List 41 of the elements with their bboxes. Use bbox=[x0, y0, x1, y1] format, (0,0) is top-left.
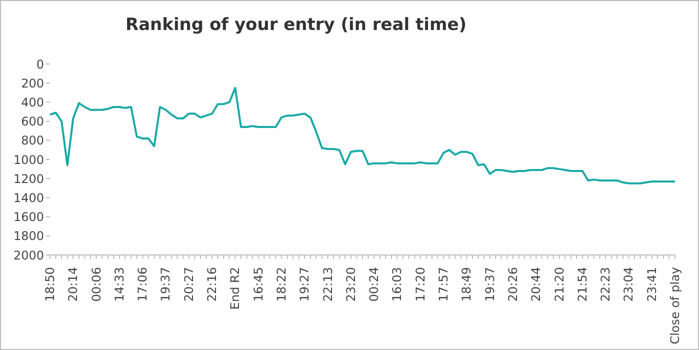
line-series bbox=[49, 86, 676, 184]
x-tick-label: 23:20 bbox=[344, 267, 358, 302]
x-tick-label: 21:54 bbox=[575, 267, 590, 302]
x-tick-label: 19:27 bbox=[298, 267, 312, 302]
y-tick-label: 1600 bbox=[13, 210, 44, 224]
y-tick-label: 600 bbox=[21, 114, 44, 129]
x-tick-label: 18:22 bbox=[274, 267, 288, 302]
x-tick-label: 23:04 bbox=[622, 267, 636, 302]
x-tick-label: 17:06 bbox=[136, 267, 150, 302]
x-tick-label: 23:41 bbox=[644, 267, 659, 302]
x-tick-label: 17:57 bbox=[436, 267, 451, 302]
y-tick-label: 1000 bbox=[13, 152, 44, 167]
x-tick-label: 21:20 bbox=[552, 267, 566, 302]
x-tick-label: 16:45 bbox=[251, 267, 266, 302]
x-tick-label: End R2 bbox=[228, 267, 242, 310]
x-tick-label: 18:49 bbox=[460, 267, 474, 302]
chart-title: Ranking of your entry (in real time) bbox=[124, 15, 468, 35]
x-tick-label: Close of play bbox=[668, 267, 682, 344]
x-tick-label: 00:24 bbox=[367, 267, 382, 302]
y-tick-label: 200 bbox=[21, 76, 44, 90]
x-tick-label: 20:27 bbox=[182, 267, 196, 302]
y-tick-label: 1800 bbox=[13, 229, 44, 244]
x-tick-label: 20:26 bbox=[506, 267, 520, 302]
x-tick-label: 19:37 bbox=[158, 267, 173, 302]
x-tick-label: 17:20 bbox=[413, 267, 428, 302]
x-tick-label: 22:23 bbox=[598, 267, 613, 302]
x-tick-label: 00:06 bbox=[89, 267, 104, 302]
y-tick-label: 1200 bbox=[13, 172, 44, 186]
y-tick-label: 1400 bbox=[13, 190, 44, 205]
x-tick-label: 22:13 bbox=[320, 267, 335, 302]
y-tick-label: 0 bbox=[36, 57, 44, 72]
x-tick-label: 22:16 bbox=[205, 267, 220, 302]
y-tick-label: 2000 bbox=[13, 248, 44, 262]
x-tick-label: 14:33 bbox=[112, 267, 126, 302]
x-tick-label: 18:50 bbox=[43, 267, 57, 302]
x-tick-label: 20:14 bbox=[66, 267, 80, 302]
x-tick-label: 19:37 bbox=[482, 267, 497, 302]
x-tick-label: 16:03 bbox=[390, 267, 404, 302]
y-tick-label: 400 bbox=[21, 95, 44, 110]
y-tick-label: 800 bbox=[21, 134, 44, 148]
x-tick-label: 20:44 bbox=[529, 267, 544, 302]
